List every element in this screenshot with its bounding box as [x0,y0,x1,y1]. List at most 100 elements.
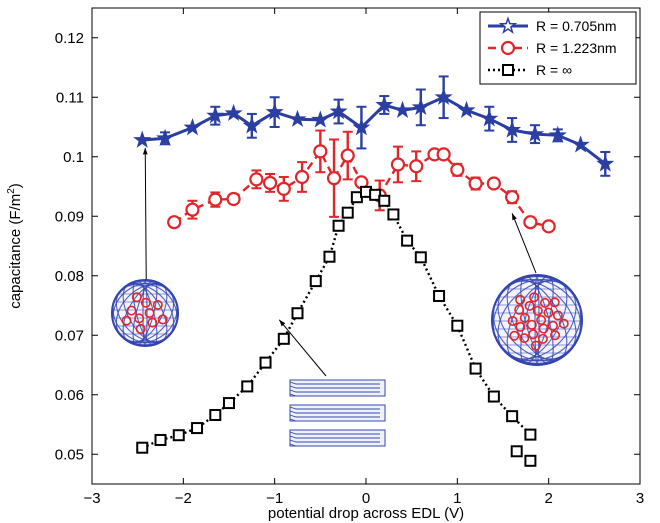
data-point [393,100,412,119]
x-tick-label: −3 [83,490,100,507]
y-tick-label: 0.08 [55,268,84,285]
data-point [401,234,414,247]
data-point [390,157,406,172]
data-point [541,219,556,234]
data-point [596,154,615,172]
data-point [375,95,394,113]
data-point [183,118,202,136]
data-point [172,429,185,442]
data-point [154,433,167,446]
arrow-head [512,213,517,221]
ion [134,313,145,324]
x-tick-label: 1 [453,490,461,507]
data-point [524,428,537,441]
ion [140,297,151,308]
y-tick-label: 0.06 [55,387,84,404]
arrow [278,319,327,377]
data-point [523,215,538,230]
data-point [387,208,400,221]
data-point [191,422,204,435]
ion [558,318,569,329]
data-point [208,192,223,207]
data-point [206,106,225,124]
arrow [144,147,147,280]
legend-marker [502,64,514,76]
data-point [469,362,482,375]
data-point [277,332,290,345]
ion [524,300,535,311]
data-point [329,101,348,120]
ion [121,315,132,326]
data-point [457,100,476,119]
data-point [326,171,342,186]
data-point [451,319,464,332]
y-axis-label: capacitance (F/m2) [6,183,24,309]
data-point [548,125,567,144]
x-tick-label: −2 [175,490,192,507]
ion [135,323,146,334]
x-tick-label: 2 [544,490,552,507]
legend-marker [500,40,516,56]
data-point [249,172,264,187]
series-0 [133,75,615,177]
sphere-mesh [491,275,583,365]
sphere-mesh [115,283,175,343]
data-point [510,445,523,458]
insets [111,147,583,447]
ion [507,316,518,327]
graphene-lattice [289,439,380,443]
graphene-lattice [289,393,380,397]
graphene-lattice [289,414,380,418]
ion [126,305,137,316]
axes: −3 −2 −1 0 1 2 3 0.05 0.06 0.07 0.08 0.09 0.1 0.11 0.1… [55,8,644,507]
y-tick-label: 0.05 [55,446,84,463]
data-point [209,408,222,421]
data-point [433,289,446,302]
ion [547,320,558,331]
ion [549,297,560,308]
arrow-head [142,147,148,155]
graphene-lattice [289,406,380,410]
graphene-lattice [289,381,380,385]
sphere-mesh [492,278,582,362]
ion [152,299,163,310]
data-point [223,397,235,410]
data-point [352,118,371,136]
data-point [486,176,501,191]
graphene-lattice [289,443,380,447]
data-point [136,441,149,454]
ion [515,294,526,305]
arrow-head [279,319,286,327]
data-point [411,97,430,116]
data-point [311,110,330,128]
sphere-mesh [497,280,577,360]
data-point [263,175,278,191]
legend-star [498,16,518,34]
data-point [434,87,453,105]
ion [144,307,155,318]
ion [526,319,537,330]
graphene-lattice [289,435,380,439]
data-point [571,135,590,153]
ion [539,297,550,308]
data-point [524,454,537,467]
arrow [511,213,537,274]
data-point [341,206,354,219]
carbon-nanosphere-small-icon [111,279,179,347]
data-point [242,116,261,134]
data-point [294,169,310,185]
y-tick-label: 0.11 [56,89,84,106]
data-point [259,356,272,369]
sphere-mesh [142,279,148,347]
x-axis-label: potential drop across EDL (V) [268,505,464,522]
data-point [309,275,322,288]
data-point [505,190,520,205]
ion [552,310,563,321]
y-tick-label: 0.1 [63,149,84,166]
legend-marker [498,16,518,34]
y-tick-label: 0.12 [55,30,84,47]
ion [157,314,168,325]
data-point [291,307,304,320]
ion [543,307,554,318]
